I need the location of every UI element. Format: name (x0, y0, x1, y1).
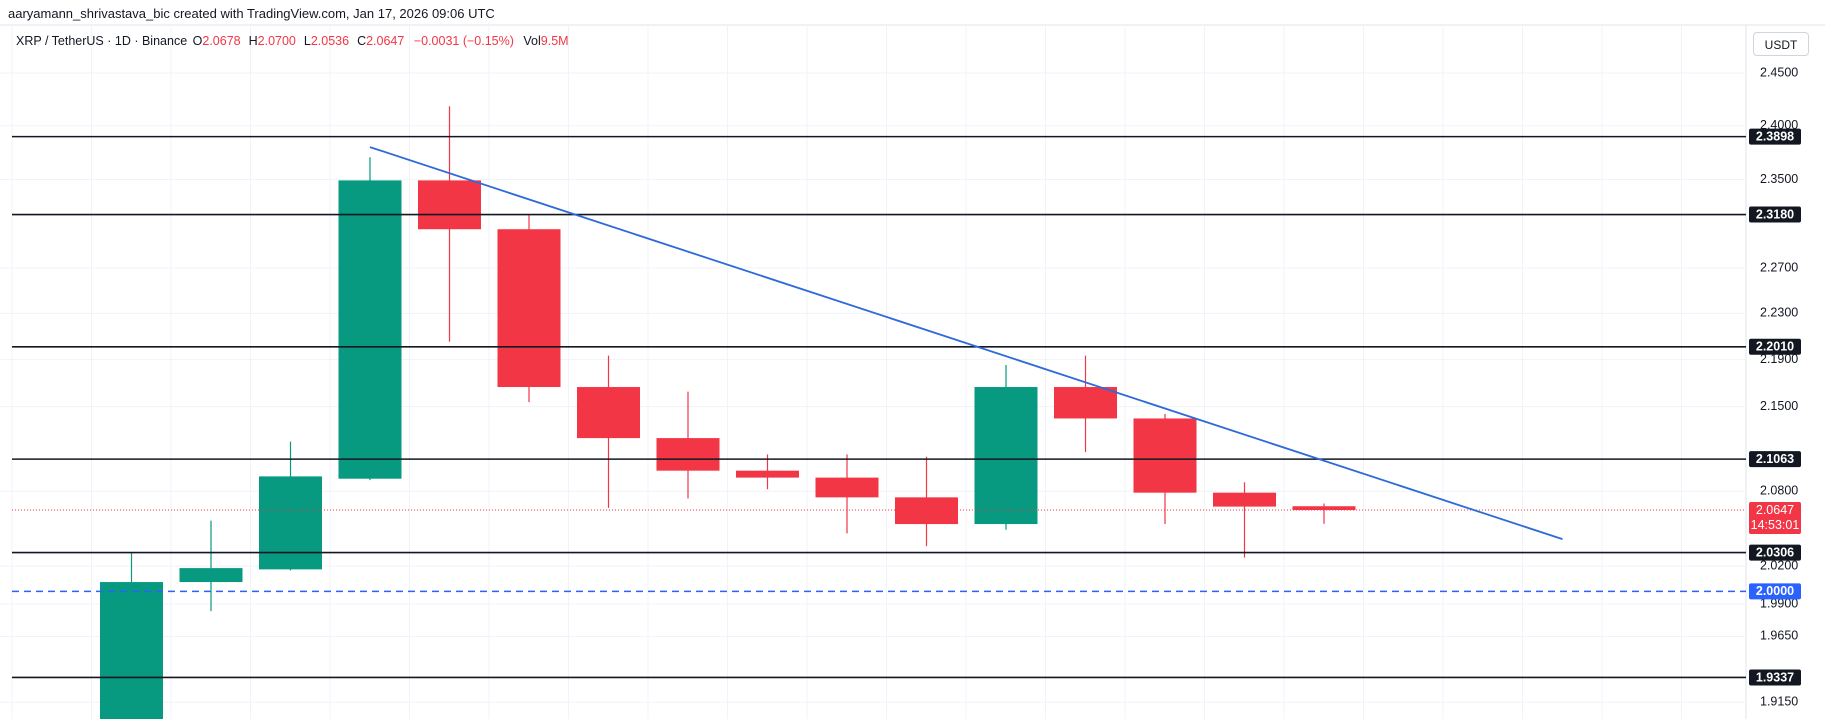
level-label-box (1749, 451, 1801, 468)
ohlc: O2.0678 H2.0700 L2.0536 C2.0647 (191, 34, 411, 48)
y-tick-label: 2.3500 (1760, 172, 1798, 186)
change: −0.0031 (−0.15%) (413, 34, 514, 48)
ohlc-value: 2.0678 (202, 34, 241, 48)
candle-body (656, 438, 720, 471)
candle-body (100, 582, 163, 719)
candle-body (259, 476, 322, 570)
ohlc-value: 2.0647 (366, 34, 405, 48)
y-tick-label: 2.4000 (1760, 118, 1798, 132)
y-tick-label: 2.1500 (1760, 399, 1798, 413)
level-label: 1.9337 (1756, 670, 1794, 684)
ohlc-key: O (192, 34, 203, 48)
candle-body (736, 470, 799, 478)
level-label-box (1749, 206, 1801, 223)
countdown: 14:53:01 (1751, 518, 1800, 532)
trendline (369, 146, 1563, 541)
level-label-box (1749, 583, 1801, 600)
candle-body (338, 180, 402, 479)
level-label: 2.3180 (1756, 207, 1794, 221)
y-tick-label: 2.2700 (1760, 260, 1798, 274)
ohlc-key: H (248, 34, 258, 48)
symbol-legend: XRP / TetherUS · 1D · Binance O2.0678 H2.… (16, 34, 575, 48)
level-label: 2.2010 (1756, 340, 1794, 354)
candle-body (1133, 418, 1197, 493)
current-price-label: 2.0647 (1756, 503, 1794, 517)
ohlc-value: 2.0536 (310, 34, 350, 48)
level-label-box (1749, 669, 1801, 686)
y-tick-label: 1.9150 (1760, 695, 1798, 709)
candle-body (895, 497, 958, 525)
candle-body (1213, 492, 1276, 507)
currency-button[interactable]: USDT (1753, 32, 1809, 56)
y-tick-label: 2.1900 (1760, 352, 1798, 366)
ohlc-value: 2.0700 (257, 34, 296, 48)
level-label-box (1749, 338, 1801, 355)
y-tick-label: 1.9650 (1760, 629, 1798, 643)
candle-body (1054, 387, 1117, 419)
y-tick-label: 2.2300 (1760, 306, 1798, 320)
level-label: 2.0000 (1756, 584, 1794, 598)
level-label: 2.1063 (1756, 452, 1794, 466)
level-label: 2.3898 (1756, 129, 1794, 143)
volume: 9.5M (540, 34, 569, 48)
current-price-box (1749, 502, 1801, 535)
y-tick-label: 1.9900 (1760, 596, 1798, 610)
level-label: 2.0306 (1756, 545, 1794, 559)
y-tick-label: 2.4500 (1760, 65, 1798, 79)
y-tick-label: 2.0800 (1760, 484, 1798, 498)
candle-body (179, 568, 243, 583)
ohlc-key: L (303, 34, 311, 48)
level-label-box (1749, 128, 1801, 145)
candle-body (974, 387, 1038, 525)
plot (12, 106, 1746, 719)
volume-label: Vol (523, 34, 541, 48)
level-label-box (1749, 544, 1801, 561)
price-axis: 2.4500 2.4000 2.3500 2.2700 2.2300 2.1900 2.15… (1749, 65, 1801, 709)
grid (0, 26, 1746, 719)
candle-body (497, 229, 561, 388)
candle-body (418, 180, 481, 230)
candle-body (1292, 506, 1356, 511)
candle-body (577, 387, 640, 439)
candle-body (815, 477, 879, 498)
symbol: XRP / TetherUS · 1D · Binance (16, 34, 188, 48)
attribution: aaryamann_shrivastava_bic created with T… (8, 6, 495, 21)
ohlc-key: C (357, 34, 367, 48)
y-tick-label: 2.0200 (1760, 558, 1798, 572)
